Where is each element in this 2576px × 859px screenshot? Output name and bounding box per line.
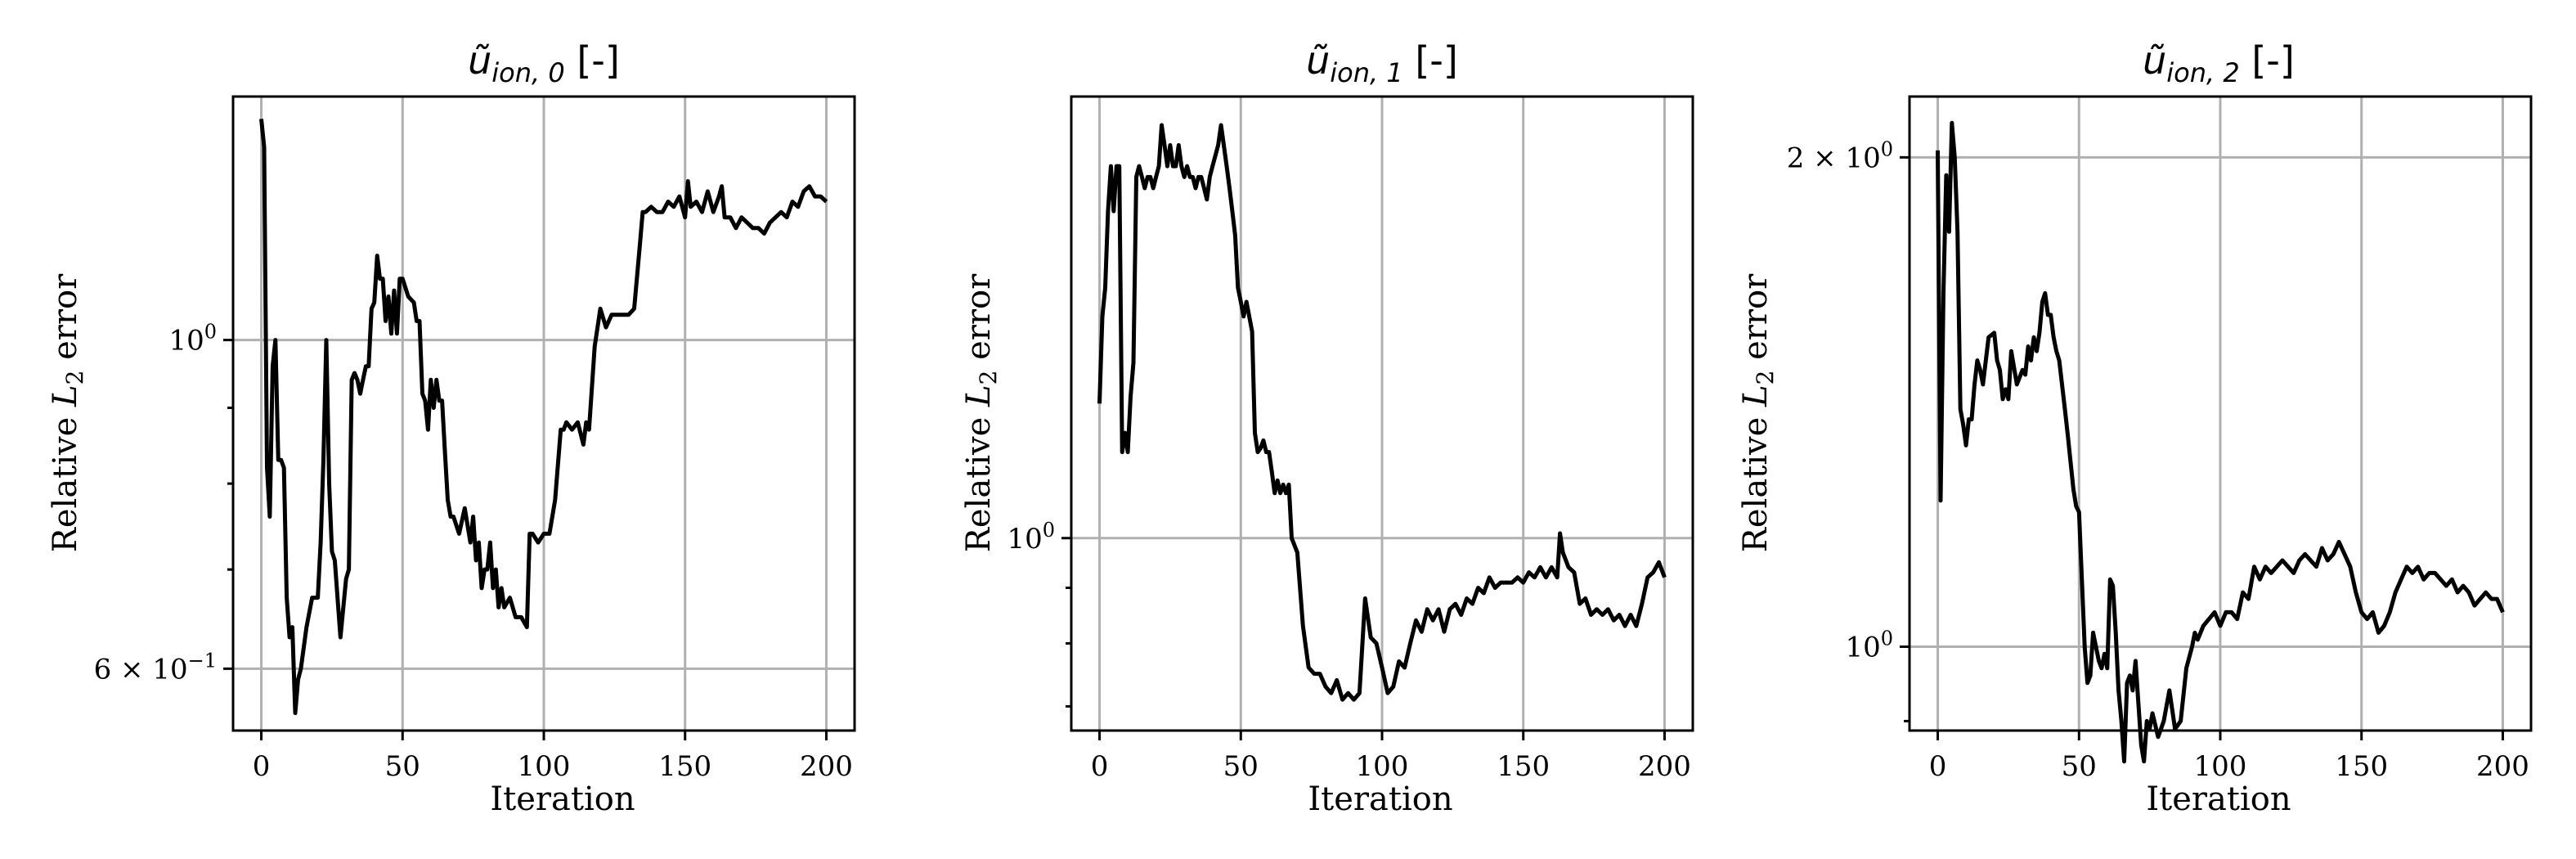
subplot-0-title-suffix: [-] [565, 38, 620, 83]
subplot-1-xtick-label-2: 100 [1356, 750, 1409, 783]
subplot-2-title-suffix: [-] [2240, 38, 2295, 83]
subplot-1-ylabel-subscript: 2 [975, 371, 1002, 385]
subplot-0-ytick-label-1: 6 × 10−1 [94, 649, 217, 686]
subplot-2-ytick-label-1: 2 × 100 [1787, 137, 1893, 174]
subplot-1-title-subscript: ion, 1 [1330, 57, 1402, 88]
subplot-0-xtick-label-3: 150 [658, 750, 711, 783]
subplot-0-xtick-label-4: 200 [800, 750, 853, 783]
subplot-2-ylabel-suffix: error [1737, 273, 1775, 371]
subplot-2-ytick-label-0: 100 [1845, 627, 1893, 663]
subplot-1-xtick-label-1: 50 [1223, 750, 1259, 783]
subplot-0-ylabel-subscript: 2 [61, 371, 88, 385]
subplot-1-ylabel-suffix: error [960, 273, 998, 371]
subplot-2-xtick-label-3: 150 [2335, 750, 2388, 783]
subplot-1-series-relative_error [1097, 123, 1667, 702]
subplot-1-ylabel: Relative L2 error [960, 273, 1002, 552]
subplot-1: ũion, 1 [-] Iteration Relative L2 error … [960, 38, 1694, 818]
subplot-1-ylabel-text: Relative [960, 407, 998, 552]
subplot-0-xtick-label-1: 50 [385, 750, 420, 783]
subplot-0-ylabel: Relative L2 error [47, 273, 88, 552]
subplot-1-title-symbol: ũ [1306, 38, 1330, 83]
subplot-1-title-suffix: [-] [1403, 38, 1458, 83]
subplot-1-xtick-label-4: 200 [1638, 750, 1691, 783]
subplot-0-ylabel-text: Relative [47, 407, 84, 552]
subplot-0-ylabel-suffix: error [47, 273, 84, 371]
subplot-0-xtick-label-0: 0 [253, 750, 271, 783]
subplot-2-title-symbol: ũ [2143, 38, 2166, 83]
subplot-1-xtick-label-0: 0 [1091, 750, 1109, 783]
subplot-1-xlabel: Iteration [1308, 780, 1452, 818]
subplot-2-title-subscript: ion, 2 [2166, 57, 2239, 88]
subplot-0-title-symbol: ũ [468, 38, 491, 83]
subplot-0-ylabel-var: L [47, 385, 84, 407]
subplot-2-ylabel: Relative L2 error [1737, 273, 1779, 552]
subplot-0-title: ũion, 0 [-] [468, 38, 620, 88]
subplot-1-ylabel-var: L [960, 385, 998, 407]
subplot-0-ytick-label-0: 100 [168, 321, 217, 358]
subplot-0-xtick-label-2: 100 [518, 750, 571, 783]
subplot-1-xtick-label-3: 150 [1497, 750, 1550, 783]
subplot-2-xtick-label-1: 50 [2062, 750, 2097, 783]
subplot-2: ũion, 2 [-] Iteration Relative L2 error … [1737, 38, 2533, 818]
subplot-1-ytick-label-0: 100 [1007, 519, 1055, 555]
subplot-0-series-relative_error [259, 119, 828, 716]
subplot-0-xlabel: Iteration [490, 780, 635, 818]
subplot-2-series-relative_error [1936, 120, 2505, 764]
subplot-2-title: ũion, 2 [-] [2143, 38, 2295, 88]
subplot-2-ylabel-subscript: 2 [1752, 371, 1779, 385]
subplot-2-xtick-label-4: 200 [2476, 750, 2529, 783]
subplot-2-xtick-label-2: 100 [2194, 750, 2247, 783]
subplot-2-xlabel: Iteration [2146, 780, 2291, 818]
subplot-2-ylabel-var: L [1737, 385, 1775, 407]
subplot-0: ũion, 0 [-] Iteration Relative L2 error … [47, 38, 856, 818]
subplot-2-ylabel-text: Relative [1737, 407, 1775, 552]
subplot-1-title: ũion, 1 [-] [1306, 38, 1458, 88]
subplot-2-xtick-label-0: 0 [1929, 750, 1947, 783]
subplot-0-title-subscript: ion, 0 [491, 57, 564, 88]
